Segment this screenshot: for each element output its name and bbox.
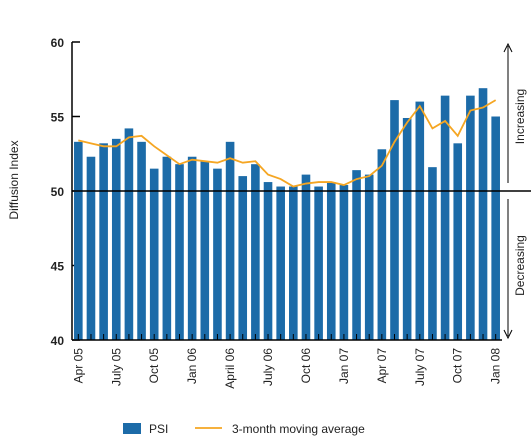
- bar: [377, 149, 387, 340]
- bar: [111, 138, 121, 340]
- x-tick-label: Jan 07: [337, 348, 351, 384]
- bar: [352, 170, 361, 340]
- bar: [175, 164, 184, 340]
- bar: [453, 143, 463, 340]
- x-tick-label: Jan 08: [489, 348, 503, 384]
- bar: [301, 174, 311, 340]
- bar: [415, 101, 425, 340]
- arrow-head: [503, 329, 513, 340]
- bar: [339, 185, 349, 340]
- bar: [326, 182, 336, 340]
- bar: [200, 161, 210, 340]
- bar: [478, 88, 488, 340]
- bar: [86, 156, 96, 340]
- annotation: Increasing: [513, 89, 527, 144]
- bar: [251, 164, 260, 340]
- x-tick-label: Apr 05: [71, 348, 85, 384]
- x-tick-label: Oct 06: [299, 348, 313, 384]
- legend-label: 3-month moving average: [232, 422, 365, 436]
- bar: [213, 168, 222, 340]
- bar: [137, 141, 146, 340]
- x-tick-label: April 06: [223, 348, 237, 389]
- bar: [276, 186, 285, 340]
- bar: [289, 186, 298, 340]
- bar: [402, 117, 412, 341]
- x-tick-label: Oct 07: [451, 348, 465, 384]
- bar: [440, 95, 450, 340]
- bar: [74, 141, 83, 340]
- bar: [364, 174, 374, 340]
- bar: [428, 167, 437, 340]
- y-tick-label: 40: [51, 334, 65, 348]
- bar: [124, 128, 134, 340]
- bar: [466, 95, 475, 340]
- bar: [162, 156, 172, 340]
- legend-label: PSI: [149, 422, 168, 436]
- arrow-head: [503, 42, 513, 53]
- bar: [187, 156, 197, 340]
- y-axis-label: Diffusion Index: [7, 140, 21, 219]
- bar: [149, 168, 159, 340]
- x-tick-label: Jan 06: [185, 348, 199, 384]
- x-tick-label: Apr 07: [375, 348, 389, 384]
- bar: [99, 143, 108, 340]
- bar: [225, 141, 235, 340]
- y-tick-label: 55: [51, 111, 65, 125]
- legend-swatch: [123, 423, 141, 434]
- x-tick-label: July 07: [413, 348, 427, 386]
- moving-average-line: [78, 99, 497, 188]
- bar: [491, 116, 500, 340]
- y-tick-label: 60: [51, 36, 65, 50]
- bar: [390, 100, 399, 340]
- annotation: Decreasing: [513, 235, 527, 296]
- x-tick-label: Oct 05: [147, 348, 161, 384]
- bar: [238, 176, 248, 340]
- bar: [314, 186, 323, 340]
- y-tick-label: 50: [51, 185, 65, 199]
- x-tick-label: July 06: [261, 348, 275, 386]
- y-tick-label: 45: [51, 260, 65, 274]
- bar: [263, 182, 273, 340]
- x-tick-label: July 05: [109, 348, 123, 386]
